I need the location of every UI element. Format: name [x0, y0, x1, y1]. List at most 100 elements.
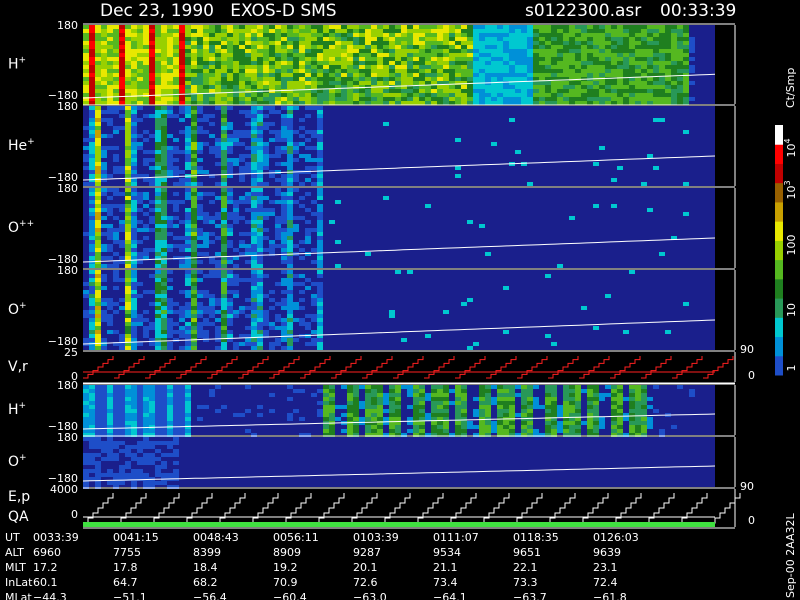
spectrogram-cell — [491, 69, 497, 73]
spectrogram-cell — [317, 142, 323, 146]
spectrogram-cell — [341, 53, 347, 57]
spectrogram-cell — [167, 49, 173, 53]
spectrogram-cell — [575, 389, 581, 393]
spectrogram-cell — [317, 61, 323, 65]
spectrogram-cell — [179, 290, 185, 294]
spectrogram-cell — [257, 25, 263, 29]
spectrogram-cell — [167, 150, 173, 154]
spectrogram-cell — [629, 77, 635, 81]
spectrogram-cell — [497, 89, 503, 93]
spectrogram-cell — [143, 385, 149, 389]
spectrogram-cell — [221, 85, 227, 89]
spectrogram-cell — [167, 106, 173, 110]
trace-line — [82, 413, 716, 430]
spectrogram-cell — [215, 81, 221, 85]
spectrogram-cell — [227, 138, 233, 142]
spectrogram-cell — [125, 61, 131, 65]
spectrogram-cell — [101, 174, 107, 178]
spectrogram-cell — [131, 302, 137, 306]
spectrogram-cell — [605, 25, 611, 29]
spectrogram-cell — [365, 89, 371, 93]
spectrogram-cell — [371, 45, 377, 49]
spectrogram-cell — [485, 252, 491, 256]
spectrogram-cell — [221, 142, 227, 146]
spectrogram-cell — [215, 212, 221, 216]
spectrogram-cell — [137, 409, 143, 413]
spectrogram-cell — [425, 417, 431, 421]
spectrogram-cell — [161, 322, 167, 326]
spectrogram-cell — [521, 77, 527, 81]
spectrogram-cell — [89, 433, 95, 437]
spectrogram-cell — [197, 326, 203, 330]
spectrogram-cell — [191, 208, 197, 212]
spectrogram-cell — [647, 25, 653, 29]
spectrogram-cell — [647, 61, 653, 65]
spectrogram-cell — [95, 342, 101, 346]
spectrogram-cell — [263, 37, 269, 41]
spectrogram-cell — [497, 433, 503, 437]
spectrogram-cell — [473, 77, 479, 81]
spectrogram-cell — [665, 41, 671, 45]
spectrogram-cell — [563, 73, 569, 77]
spectrogram-cell — [95, 264, 101, 268]
spectrogram-cell — [263, 248, 269, 252]
spectrogram-cell — [299, 248, 305, 252]
spectrogram-cell — [191, 69, 197, 73]
spectrogram-cell — [509, 41, 515, 45]
spectrogram-cell — [107, 330, 113, 334]
spectrogram-cell — [239, 232, 245, 236]
spectrogram-cell — [263, 294, 269, 298]
spectrogram-cell — [407, 45, 413, 49]
spectrogram-cell — [131, 162, 137, 166]
spectrogram-cell — [95, 77, 101, 81]
spectrogram-cell — [83, 385, 89, 389]
y-tick-label: −180 — [48, 472, 78, 485]
spectrogram-cell — [155, 310, 161, 314]
spectrogram-cell — [353, 73, 359, 77]
spectrogram-cell — [521, 41, 527, 45]
spectrogram-cell — [251, 122, 257, 126]
spectrogram-cell — [461, 89, 467, 93]
spectrogram-cell — [131, 248, 137, 252]
spectrogram-cell — [197, 232, 203, 236]
spectrogram-cell — [437, 425, 443, 429]
spectrogram-cell — [671, 81, 677, 85]
spectrogram-cell — [311, 37, 317, 41]
spectrogram-cell — [299, 93, 305, 97]
spectrogram-cell — [371, 97, 377, 101]
spectrogram-cell — [101, 413, 107, 417]
spectrogram-cell — [341, 29, 347, 33]
spectrogram-cell — [305, 41, 311, 45]
spectrogram-cell — [119, 106, 125, 110]
spectrogram-cell — [221, 29, 227, 33]
spectrogram-cell — [635, 29, 641, 33]
spectrogram-cell — [107, 457, 113, 461]
table-cell: 73.4 — [433, 576, 458, 589]
spectrogram-cell — [101, 29, 107, 33]
spectrogram-cell — [113, 429, 119, 433]
spectrogram-cell — [287, 65, 293, 69]
spectrogram-cell — [653, 166, 659, 170]
table-cell: 18.4 — [193, 561, 218, 574]
spectrogram-cell — [233, 290, 239, 294]
spectrogram-cell — [575, 101, 581, 105]
spectrogram-cell — [641, 53, 647, 57]
spectrogram-cell — [239, 37, 245, 41]
spectrogram-cell — [359, 65, 365, 69]
spectrogram-cell — [479, 61, 485, 65]
spectrogram-cell — [437, 385, 443, 389]
spectrogram-cell — [95, 274, 101, 278]
spectrogram-cell — [149, 248, 155, 252]
spectrogram-cell — [569, 57, 575, 61]
spectrogram-cell — [317, 150, 323, 154]
spectrogram-cell — [257, 134, 263, 138]
spectrogram-cell — [419, 425, 425, 429]
spectrogram-cell — [185, 188, 191, 192]
spectrogram-cell — [209, 93, 215, 97]
spectrogram-cell — [89, 188, 95, 192]
spectrogram-cell — [641, 429, 647, 433]
spectrogram-cell — [491, 73, 497, 77]
panel-label: O+ — [8, 453, 27, 470]
spectrogram-cell — [305, 228, 311, 232]
spectrogram-cell — [587, 29, 593, 33]
